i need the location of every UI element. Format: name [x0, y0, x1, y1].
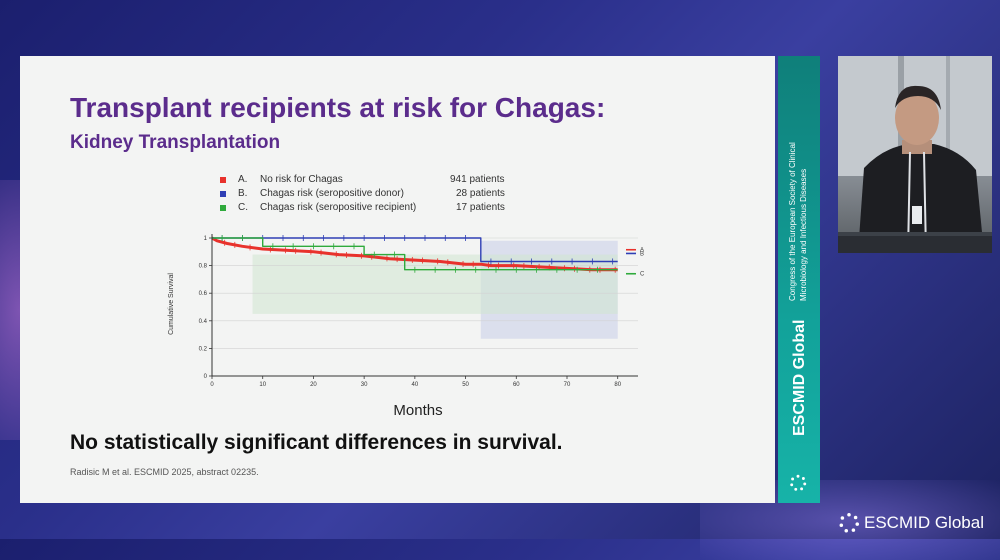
x-tick-label: 60	[513, 382, 520, 388]
x-tick-label: 20	[310, 382, 317, 388]
series-end-label-c: C	[640, 272, 645, 278]
legend-label: Chagas risk (seropositive recipient)	[260, 202, 417, 213]
congress-line-1: Congress of the European Society of Clin…	[788, 142, 797, 301]
legend-label: Chagas risk (seropositive donor)	[260, 188, 404, 199]
legend-item-b: B. Chagas risk (seropositive donor) 28 p…	[220, 188, 560, 202]
speaker-video	[838, 56, 992, 253]
escmid-logo-icon	[790, 474, 807, 491]
legend-swatch-a	[220, 177, 226, 183]
escmid-logo-icon	[839, 512, 860, 533]
congress-name: Congress of the European Society of Clin…	[787, 101, 809, 301]
conclusion-text: No statistically significant differences…	[70, 431, 563, 454]
ci-band-c	[252, 254, 618, 314]
y-tick-label: 1	[204, 236, 208, 242]
legend-count: 17 patients	[456, 202, 505, 213]
y-tick-label: 0.6	[199, 291, 208, 297]
x-tick-label: 70	[564, 382, 571, 388]
series-line-a	[211, 236, 618, 272]
x-tick-label: 80	[614, 382, 621, 388]
congress-line-2: Microbiology and Infectious Diseases	[799, 168, 808, 301]
legend-swatch-c	[220, 205, 226, 211]
series-line-c	[212, 237, 618, 271]
x-tick-label: 30	[361, 382, 368, 388]
confidence-bands	[252, 240, 618, 339]
series-line-b	[212, 237, 618, 263]
chart-legend: A. No risk for Chagas 941 patients B. Ch…	[220, 174, 560, 216]
survival-chart: ABC 00.20.40.60.810 10 20 30 40 50 60 70 80 Cumu…	[168, 234, 645, 419]
slide-title: Transplant recipients at risk for Chagas…	[70, 92, 606, 123]
congress-banner: Congress of the European Society of Clin…	[778, 56, 820, 503]
citation-text: Radisic M et al. ESCMID 2025, abstract 0…	[70, 467, 259, 477]
series-end-label-b: B	[640, 251, 644, 257]
legend-count: 941 patients	[450, 174, 505, 185]
legend-item-a: A. No risk for Chagas 941 patients	[220, 174, 560, 188]
legend-letter: A.	[238, 174, 248, 185]
y-tick-label: 0	[204, 374, 208, 380]
chart-grid	[212, 237, 638, 349]
y-axis-label: Cumulative Survival	[168, 273, 175, 335]
legend-letter: C.	[238, 202, 248, 213]
slide-subtitle: Kidney Transplantation	[70, 132, 281, 153]
series-end-label-a: A	[640, 248, 644, 254]
y-tick-label: 0.2	[199, 346, 208, 352]
x-tick-label: 50	[462, 382, 469, 388]
legend-label: No risk for Chagas	[260, 174, 343, 185]
presentation-slide: Transplant recipients at risk for Chagas…	[20, 56, 775, 503]
legend-count: 28 patients	[456, 188, 505, 199]
y-tick-label: 0.4	[199, 319, 208, 325]
speaker-figure	[838, 56, 992, 253]
chart-axes: 00.20.40.60.810 10 20 30 40 50 60 70 80	[199, 234, 638, 388]
y-tick-label: 0.8	[199, 264, 208, 270]
legend-letter: B.	[238, 188, 248, 199]
x-tick-label: 0	[210, 382, 214, 388]
x-axis-label: Months	[393, 402, 442, 419]
x-tick-label: 10	[259, 382, 266, 388]
chart-series: AB C	[211, 235, 645, 278]
legend-item-c: C. Chagas risk (seropositive recipient) …	[220, 202, 560, 216]
x-tick-label: 40	[412, 382, 419, 388]
banner-brand-name: ESCMID Global	[791, 319, 808, 436]
legend-swatch-b	[220, 191, 226, 197]
brand-name: ESCMID Global	[864, 513, 984, 532]
